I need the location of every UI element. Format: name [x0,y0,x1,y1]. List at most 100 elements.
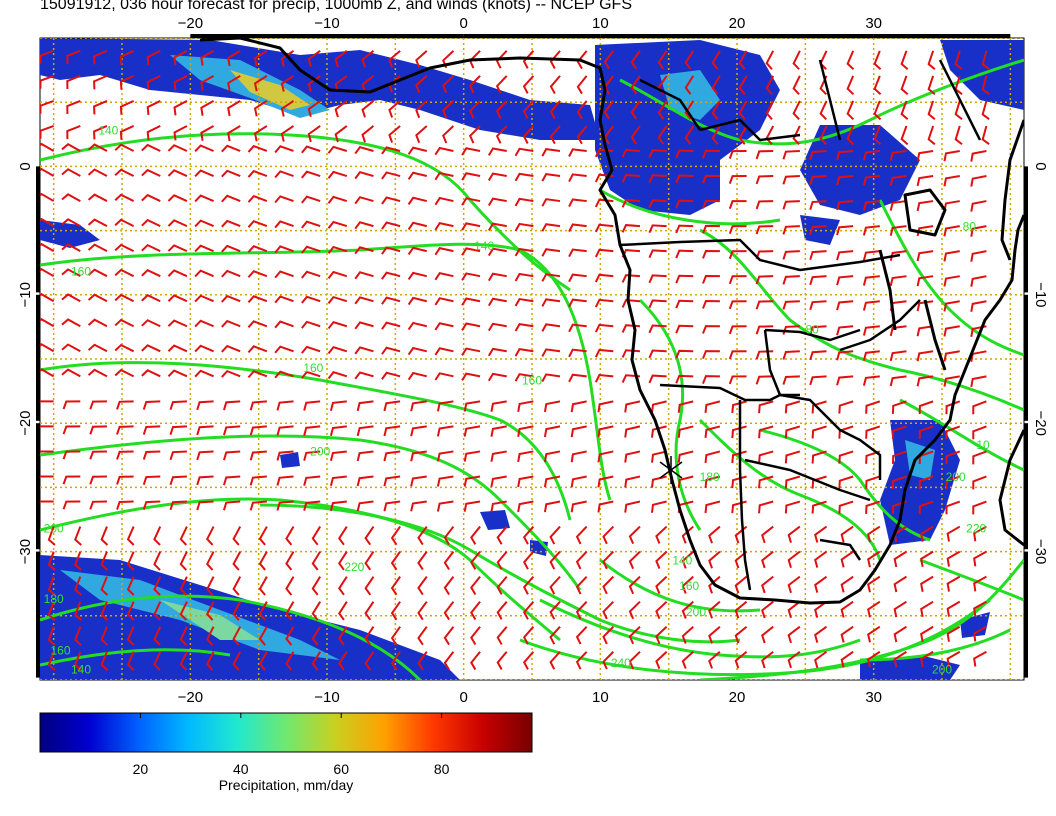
wind-barb [436,500,454,512]
wind-barb [285,626,295,646]
wind-barb [973,575,987,592]
contour-label: 160 [522,374,542,388]
wind-barb [846,75,855,96]
wind-barb [247,194,268,203]
wind-barb [247,320,268,328]
wind-barb [153,551,162,571]
wind-barb [390,601,401,621]
wind-barb [708,525,721,544]
contour-label: 240 [611,656,631,670]
wind-barb [280,100,295,117]
wind-barb [40,318,55,328]
wind-barb [549,626,561,645]
wind-barb [407,196,428,205]
wind-barb [47,626,56,646]
wind-barb [819,100,828,121]
wind-barb [274,370,294,379]
wind-barb [383,500,401,512]
wind-barb [40,267,55,278]
wind-barb [836,325,854,336]
wind-barb [549,550,561,570]
wind-barb [602,525,615,545]
wind-barb [846,100,855,121]
wind-barb [338,576,348,596]
wind-barb [684,50,695,70]
wind-barb [87,368,108,378]
wind-barb [945,500,961,515]
wind-barb [253,75,268,92]
contour-line [40,648,231,667]
contour-label: 160 [679,579,699,593]
wind-barb [648,274,667,284]
wind-barb [222,475,241,486]
wind-barb [169,475,187,486]
wind-barb [728,250,747,260]
wind-barb [787,575,801,594]
wind-barb [100,576,109,596]
wind-barb [194,194,214,203]
wind-barb [630,100,641,120]
wind-barb [738,125,748,145]
wind-barb [840,625,854,643]
wind-barb [327,145,348,154]
wind-barb [943,300,960,312]
wind-barb [784,475,801,489]
wind-barb [87,193,108,202]
wind-barb [274,145,294,154]
wind-barb [838,500,854,514]
wind-barb [87,143,108,152]
wind-barb [40,368,55,378]
wind-barb [943,225,960,237]
wind-barb [981,50,990,70]
wind-barb [889,225,907,236]
map-title: 15091912, 036 hour forecast for precip, … [40,0,632,13]
wind-barb [738,50,748,70]
wind-barb [206,526,215,546]
wind-barb [621,173,641,183]
wind-barb [40,217,55,227]
wind-barb [920,650,934,668]
wind-barb [436,400,454,412]
precip-area [40,220,100,248]
wind-barb [194,219,214,228]
wind-barb [311,626,322,646]
wind-barb [470,525,481,545]
wind-barb [285,551,295,571]
wind-barb [311,651,322,671]
wind-barb [253,100,268,117]
contour-label: 160 [50,643,70,657]
wind-barb [728,300,747,310]
wind-barb [383,475,401,487]
contour-labels: 1401601401602001602002201801601401401602… [44,123,990,676]
coastline [199,38,607,146]
wind-barb [927,100,936,121]
contour-line [878,199,1024,357]
wind-barb [765,100,775,120]
wind-barb [179,526,188,546]
axis-edge-mark [36,294,40,421]
wind-barb [361,100,375,118]
wind-barb [114,268,135,278]
wind-barb [920,625,934,643]
wind-barb [169,500,187,511]
wind-barb [381,321,401,330]
wind-barb [487,172,507,181]
wind-barb [945,450,961,465]
wind-barb [648,224,667,234]
wind-barb [461,222,481,231]
wind-barb [461,272,481,281]
wind-barb [169,450,187,461]
wind-barb [410,425,427,437]
wind-barb [364,576,375,596]
wind-barb [838,400,854,414]
wind-barb [194,294,214,303]
wind-barb [973,625,987,642]
wind-barb [677,450,694,463]
wind-barb [356,400,374,412]
wind-barb [522,75,535,94]
contour-line [599,558,761,613]
wind-barb [889,175,907,186]
wind-barb [541,348,561,357]
wind-barb [702,325,720,334]
wind-barb [918,475,934,490]
